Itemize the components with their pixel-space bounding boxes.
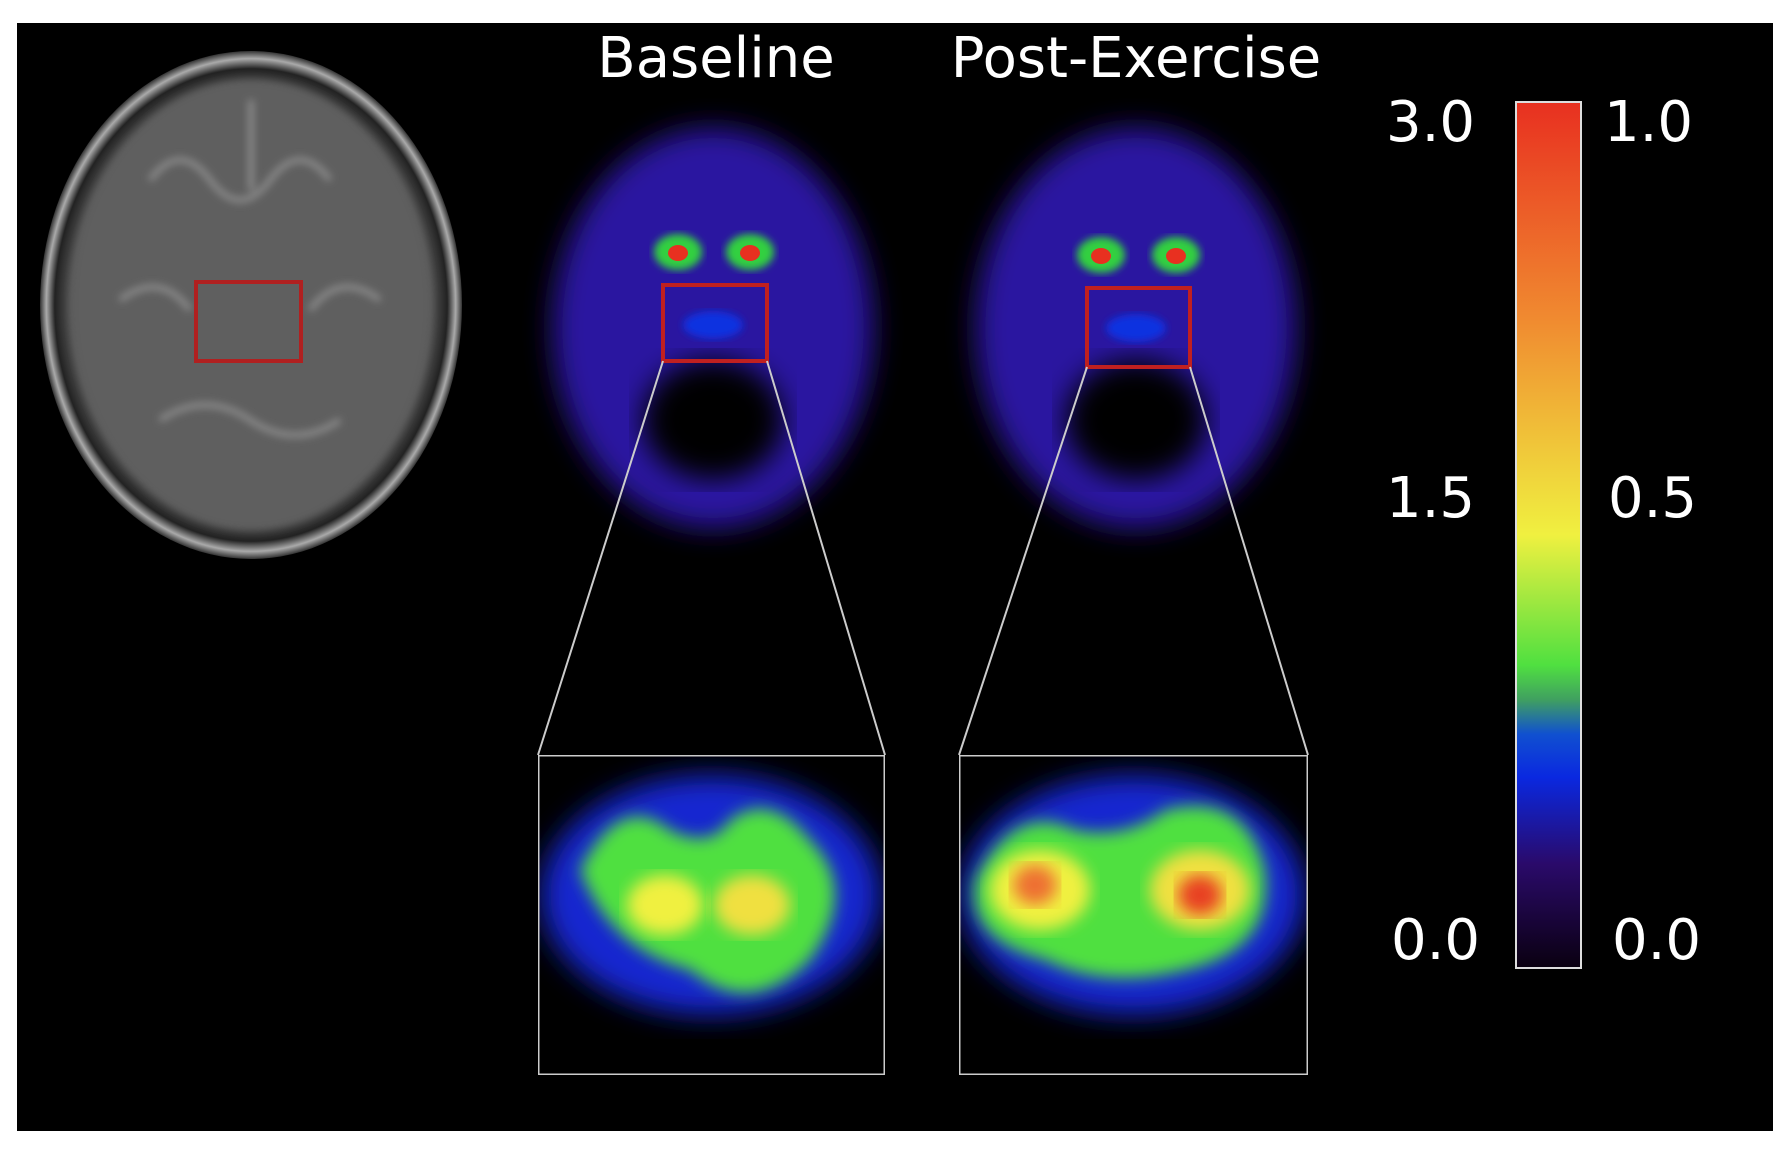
colorbar-label-left: 1.5 [1386,466,1475,531]
colorbar-label-left: 0.0 [1391,908,1480,973]
zoom-lines [537,360,1309,756]
mri-image [40,51,462,559]
panel-title: Post-Exercise [951,26,1321,91]
colorbar-label-left: 3.0 [1386,90,1475,155]
colorbar-label-right: 0.0 [1612,908,1701,973]
colorbar-label-right: 0.5 [1608,466,1697,531]
zoom-post-exercise [959,755,1308,1075]
colorbar-label-right: 1.0 [1604,90,1693,155]
zoom-baseline [538,755,885,1075]
panel-title: Baseline [597,26,834,91]
pet-baseline [553,128,873,528]
colorbar [1515,101,1582,969]
pet-post-exercise [976,128,1296,528]
